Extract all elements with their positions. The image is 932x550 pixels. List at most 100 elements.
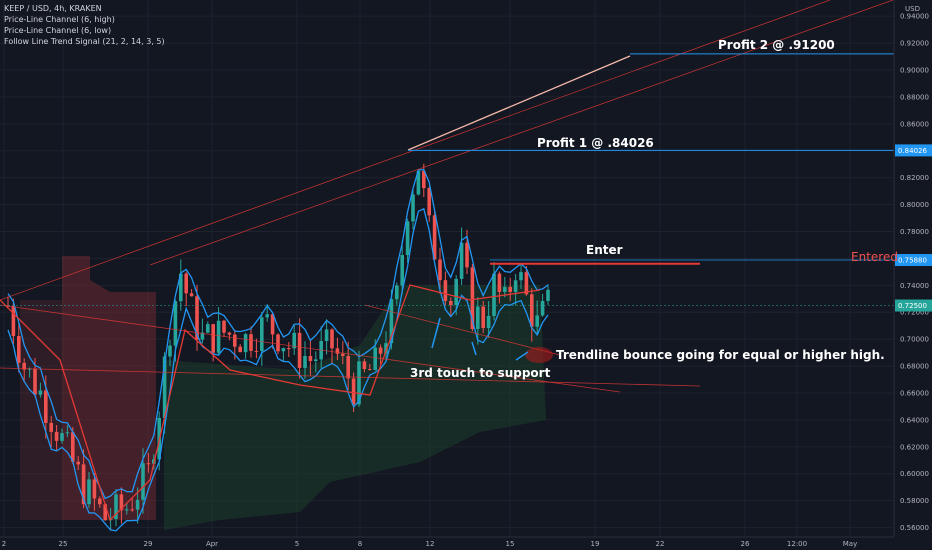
candle-body <box>297 332 302 368</box>
symbol-title[interactable]: KEEP / USD, 4h, KRAKEN <box>4 4 102 13</box>
bear-zone-left <box>20 300 62 520</box>
candle-body <box>103 504 107 521</box>
candle-body <box>335 348 340 354</box>
candle-body <box>200 332 205 340</box>
price-label-text: 0.84026 <box>898 147 927 155</box>
price-label-box <box>895 254 932 267</box>
currency-label: USD <box>905 5 920 13</box>
x-tick-label: 25 <box>59 540 68 548</box>
candle-body <box>189 293 194 297</box>
y-tick-label: 0.72000 <box>900 309 929 317</box>
support-arrow <box>515 351 529 361</box>
candle-body <box>238 346 242 353</box>
candle-body <box>546 289 550 301</box>
indicator-price-line-low[interactable]: Price-Line Channel (6, low) <box>4 26 112 35</box>
candle-body <box>497 273 502 292</box>
candle-body <box>535 315 539 327</box>
candle-body <box>76 461 80 465</box>
candle-body <box>87 479 91 505</box>
candle-body <box>60 433 64 441</box>
annotation-profit-2: Profit 2 @ .91200 <box>718 38 835 52</box>
candle-body <box>44 390 48 423</box>
annotation-trendline-bounce: Trendline bounce going for equal or high… <box>556 348 885 362</box>
candle-body <box>168 345 172 357</box>
candle-body <box>303 356 307 368</box>
candle-body <box>378 347 383 354</box>
trendline <box>0 304 621 393</box>
candle-body <box>346 355 350 379</box>
indicator-follow-line[interactable]: Follow Line Trend Signal (21, 2, 14, 3, … <box>4 37 165 46</box>
candle-body <box>411 194 415 222</box>
candle-body <box>476 306 480 329</box>
candle-body <box>481 306 485 329</box>
annotation-entered: Entered <box>851 250 898 264</box>
candle-body <box>503 286 507 292</box>
candle-body <box>98 498 102 505</box>
chart-legend: KEEP / USD, 4h, KRAKEN Price-Line Channe… <box>4 3 165 47</box>
candle-body <box>324 329 329 342</box>
y-tick-label: 0.68000 <box>900 363 929 371</box>
candle-body <box>341 353 345 356</box>
x-tick-label: May <box>843 540 857 548</box>
candle-body <box>292 332 296 349</box>
y-tick-label: 0.70000 <box>900 336 929 344</box>
y-tick-label: 0.92000 <box>900 40 929 48</box>
support-arrow <box>471 341 477 356</box>
candle-body <box>71 432 75 462</box>
candle-body <box>281 348 286 352</box>
candle-body <box>92 479 97 499</box>
candle-body <box>265 314 269 318</box>
y-tick-label: 0.90000 <box>900 66 929 74</box>
x-tick-label: 2 <box>2 540 6 548</box>
candle-body <box>427 188 431 216</box>
candle-body <box>27 368 32 370</box>
y-tick-label: 0.78000 <box>900 228 929 236</box>
annotation-enter: Enter <box>586 243 623 257</box>
candle-body <box>449 300 453 306</box>
price-label-text: 0.75880 <box>898 257 927 265</box>
price-label-text: 0.72500 <box>898 302 927 310</box>
candle-body <box>314 359 318 362</box>
candle-body <box>422 171 426 189</box>
candle-body <box>38 390 43 395</box>
y-tick-label: 0.82000 <box>900 174 929 182</box>
candle-body <box>492 273 496 316</box>
y-tick-label: 0.86000 <box>900 120 929 128</box>
price-label-box <box>895 144 932 157</box>
bounce-marker <box>525 347 553 363</box>
candle-body <box>470 267 475 329</box>
candle-body <box>54 431 59 441</box>
price-channel-low <box>7 207 549 532</box>
candle-body <box>254 350 259 352</box>
candle-body <box>400 255 404 286</box>
candle-body <box>114 494 118 520</box>
candle-body <box>227 332 232 335</box>
candle-body <box>351 378 356 405</box>
x-tick-label: 12:00 <box>787 540 807 548</box>
annotation-profit-1: Profit 1 @ .84026 <box>537 136 654 150</box>
bear-zone <box>62 256 156 520</box>
candle-body <box>416 171 421 195</box>
candle-body <box>233 334 237 347</box>
candle-body <box>65 432 70 434</box>
y-tick-label: 0.74000 <box>900 282 929 290</box>
candle-body <box>368 369 372 371</box>
x-tick-label: 26 <box>741 540 750 548</box>
candle-body <box>432 215 437 260</box>
candle-body <box>260 317 264 351</box>
y-tick-label: 0.58000 <box>900 497 929 505</box>
x-tick-label: 12 <box>426 540 435 548</box>
candle-body <box>162 356 167 418</box>
candle-body <box>206 324 210 333</box>
candle-body <box>459 242 464 279</box>
y-tick-label: 0.94000 <box>900 13 929 21</box>
candle-body <box>17 336 21 363</box>
indicator-price-line-high[interactable]: Price-Line Channel (6, high) <box>4 15 115 24</box>
candle-body <box>308 356 313 362</box>
candle-body <box>438 259 442 281</box>
candle-body <box>330 329 334 349</box>
candle-body <box>184 273 188 294</box>
y-tick-label: 0.62000 <box>900 443 929 451</box>
price-label-box <box>895 299 932 312</box>
